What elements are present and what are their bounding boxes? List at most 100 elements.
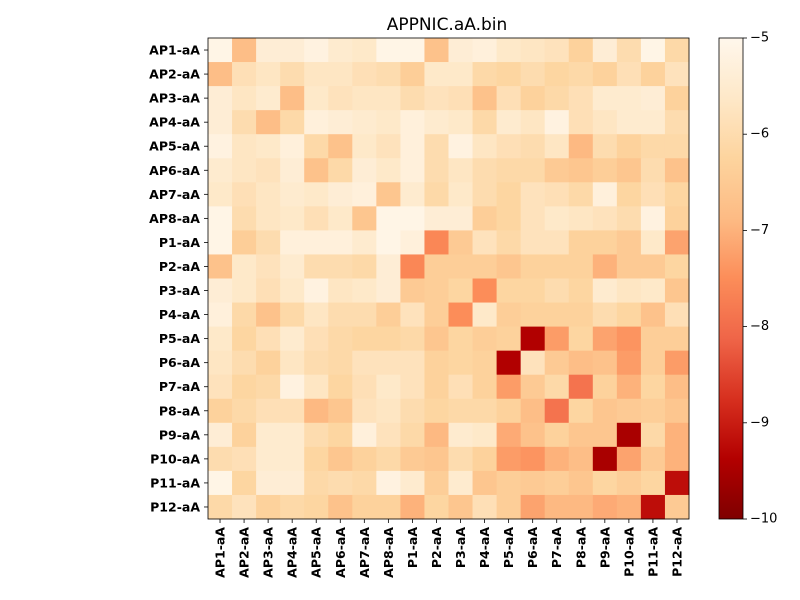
heatmap-cell — [424, 38, 449, 63]
heatmap-cell — [400, 278, 425, 303]
heatmap-cell — [232, 38, 257, 63]
heatmap-cell — [496, 254, 522, 279]
heatmap-cell — [448, 302, 473, 327]
heatmap-cell — [400, 134, 425, 159]
heatmap-cell — [472, 38, 497, 63]
heatmap-cell — [616, 326, 642, 352]
heatmap-cell — [376, 230, 401, 255]
heatmap-cell — [328, 494, 353, 520]
y-tick-label: AP4-aA — [149, 115, 200, 130]
heatmap-cell — [520, 86, 546, 111]
colorbar-ticks: −5 −6 −7 −8 −9 −10 — [743, 31, 777, 527]
heatmap-cell — [352, 350, 377, 376]
heatmap-cell — [568, 86, 594, 111]
heatmap-cell — [496, 374, 522, 400]
heatmap-cell — [616, 230, 642, 255]
heatmap-cell — [208, 326, 233, 352]
heatmap-cell — [256, 206, 281, 231]
heatmap-cell — [328, 158, 353, 183]
x-tick-label: P7-aA — [549, 527, 564, 568]
heatmap-cell — [520, 254, 546, 279]
heatmap-cell — [616, 422, 642, 448]
heatmap-cell — [592, 206, 618, 231]
heatmap-cell — [280, 422, 305, 448]
heatmap-cell — [448, 326, 473, 352]
heatmap-cell — [592, 470, 618, 496]
heatmap-cell — [304, 254, 329, 279]
heatmap-cell — [472, 470, 497, 496]
heatmap-cell — [592, 158, 618, 183]
heatmap-cell — [400, 38, 425, 63]
heatmap-cell — [448, 182, 473, 207]
heatmap-cell — [448, 134, 473, 159]
heatmap-cell — [328, 302, 353, 327]
heatmap-cell — [256, 110, 281, 135]
heatmap-cell — [208, 230, 233, 255]
heatmap-cell — [664, 230, 690, 255]
heatmap-cell — [496, 398, 522, 424]
heatmap-cell — [304, 302, 329, 327]
heatmap-cell — [328, 326, 353, 352]
heatmap-cell — [616, 38, 642, 63]
axes-border — [207, 37, 690, 520]
heatmap-cell — [472, 350, 497, 376]
heatmap-cell — [328, 398, 353, 424]
heatmap-cell — [616, 398, 642, 424]
heatmap-cell — [592, 110, 618, 135]
heatmap-cell — [304, 158, 329, 183]
heatmap-cell — [328, 374, 353, 400]
heatmap-cell — [568, 326, 594, 352]
heatmap-cell — [232, 206, 257, 231]
heatmap-cell — [256, 422, 281, 448]
y-tick-label: AP6-aA — [149, 163, 200, 178]
y-tick-label: P9-aA — [159, 427, 200, 442]
heatmap-cell — [208, 494, 233, 520]
heatmap-cell — [424, 446, 449, 472]
heatmap-cell — [568, 134, 594, 159]
heatmap-cell — [400, 302, 425, 327]
heatmap-cell — [496, 86, 522, 111]
heatmap-cell — [376, 422, 401, 448]
heatmap-cell — [352, 470, 377, 496]
heatmap-cell — [496, 158, 522, 183]
y-tick-label: P7-aA — [159, 379, 200, 394]
heatmap-cell — [592, 134, 618, 159]
heatmap-cell — [616, 86, 642, 111]
colorbar-tick-label: −6 — [750, 127, 769, 142]
heatmap-cell — [664, 86, 690, 111]
heatmap-cell — [472, 110, 497, 135]
heatmap-cell — [568, 158, 594, 183]
heatmap-cell — [472, 494, 497, 520]
heatmap-cell — [400, 110, 425, 135]
heatmap-cell — [400, 326, 425, 352]
heatmap-cell — [400, 254, 425, 279]
heatmap-cell — [304, 422, 329, 448]
heatmap-cell — [280, 326, 305, 352]
heatmap-cell — [640, 350, 666, 376]
heatmap-cell — [616, 470, 642, 496]
heatmap-cell — [544, 206, 570, 231]
heatmap-cell — [592, 38, 618, 63]
heatmap-cell — [568, 230, 594, 255]
heatmap-cell — [328, 470, 353, 496]
heatmap-cell — [232, 86, 257, 111]
heatmap-cell — [232, 326, 257, 352]
heatmap-cell — [640, 494, 666, 520]
heatmap-cell — [496, 38, 522, 63]
heatmap-cell — [376, 350, 401, 376]
heatmap-cell — [640, 206, 666, 231]
heatmap-cell — [664, 134, 690, 159]
heatmap-cell — [352, 326, 377, 352]
heatmap-cell — [304, 110, 329, 135]
heatmap-cell — [280, 230, 305, 255]
heatmap-cell — [520, 158, 546, 183]
heatmap-cell — [280, 374, 305, 400]
heatmap-cell — [208, 62, 233, 87]
y-tick-label: P2-aA — [159, 259, 200, 274]
heatmap-cell — [424, 278, 449, 303]
heatmap-cell — [280, 110, 305, 135]
heatmap-cell — [568, 350, 594, 376]
heatmap-cell — [448, 446, 473, 472]
heatmap-cell — [640, 422, 666, 448]
